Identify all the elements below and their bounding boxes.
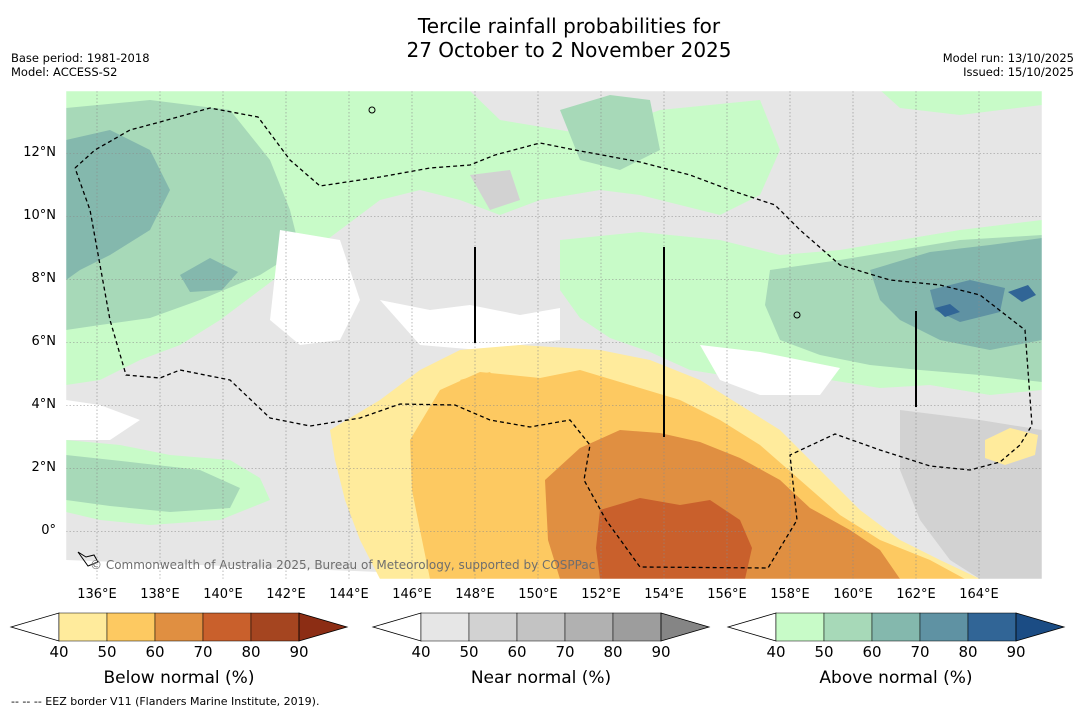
model-name: Model: ACCESS-S2 [11,65,118,79]
colorbar-tick: 60 [507,643,527,661]
colorbar-near-bin-5 [612,612,662,642]
colorbar-near-bin-3 [516,612,566,642]
lat-label: 12°N [23,145,56,160]
lat-label: 4°N [31,397,57,412]
colorbar-above [726,612,1066,642]
colorbar-title-near: Near normal (%) [470,668,612,688]
islands [77,106,801,567]
colorbar-tick: 70 [193,643,213,661]
colorbar-title-above: Above normal (%) [819,668,973,688]
colorbar-tick: 70 [555,643,575,661]
lon-label: 140°E [203,587,243,602]
colorbar-above-bin-4 [919,612,969,642]
no-dominant-category [66,230,840,579]
lon-label: 160°E [833,587,873,602]
below-normal-70-80 [596,498,752,579]
colorbar-below-bin-2 [106,612,156,642]
eez-footnote: -- -- -- EEZ border V11 (Flanders Marine… [11,695,320,708]
colorbar-near-bin-1 [420,612,470,642]
colorbar-tick: 60 [862,643,882,661]
colorbar-tick: 40 [49,643,69,661]
vertical-markers [474,247,917,437]
colorbar-above-bin-3 [871,612,921,642]
lon-label: 156°E [707,587,747,602]
copyright-notice: © Commonwealth of Australia 2025, Bureau… [90,558,596,572]
lon-label: 162°E [896,587,936,602]
colorbar-below-bin-1 [58,612,108,642]
meta-left: Base period: 1981-2018 Model: ACCESS-S2 [11,51,150,79]
issued-date: Issued: 15/10/2025 [963,65,1074,79]
lon-label: 154°E [644,587,684,602]
lon-label: 142°E [266,587,306,602]
colorbar-tick: 90 [289,643,309,661]
lon-label: 164°E [959,587,999,602]
lat-label: 6°N [31,334,57,349]
title-line-1: Tercile rainfall probabilities for [417,14,721,38]
colorbar-tick: 50 [97,643,117,661]
colorbar-tick: 90 [651,643,671,661]
eez-border [74,107,1033,569]
colorbar-above-bin-1 [775,612,825,642]
colorbar-above-min-arrow [726,612,777,642]
colorbar-near [371,612,711,642]
colorbar-tick: 90 [1006,643,1026,661]
colorbar-above-max-arrow [1015,612,1066,642]
lat-label: 10°N [23,208,56,223]
colorbar-tick: 70 [910,643,930,661]
lon-label: 146°E [392,587,432,602]
lon-label: 158°E [770,587,810,602]
map-title: Tercile rainfall probabilities for 27 Oc… [0,14,1085,62]
colorbar-below-bin-3 [154,612,204,642]
title-line-2: 27 October to 2 November 2025 [406,38,732,62]
colorbar-tick: 60 [145,643,165,661]
graticule [66,91,1042,579]
colorbar-near-min-arrow [371,612,422,642]
above-normal-80-90 [935,285,1036,317]
lon-label: 152°E [581,587,621,602]
colorbar-tick: 80 [958,643,978,661]
colorbar-below-bin-5 [250,612,300,642]
map-panel [66,91,1042,579]
base-period: Base period: 1981-2018 [11,51,150,65]
colorbar-tick: 40 [766,643,786,661]
colorbar-above-bin-5 [967,612,1017,642]
meta-right: Model run: 13/10/2025 Issued: 15/10/2025 [943,51,1074,79]
lon-label: 144°E [329,587,369,602]
colorbar-tick: 80 [603,643,623,661]
lon-label: 148°E [455,587,495,602]
colorbar-above-bin-2 [823,612,873,642]
colorbar-title-below: Below normal (%) [103,668,255,688]
colorbar-near-max-arrow [660,612,711,642]
colorbar-tick: 40 [411,643,431,661]
lat-label: 2°N [31,460,57,475]
colorbar-tick: 50 [814,643,834,661]
lon-label: 150°E [518,587,558,602]
colorbar-below-min-arrow [9,612,60,642]
colorbar-near-bin-2 [468,612,518,642]
model-run: Model run: 13/10/2025 [942,51,1074,65]
lat-label: 0° [41,523,56,538]
map-frame [65,90,1043,580]
colorbar-tick: 50 [459,643,479,661]
lon-label: 138°E [140,587,180,602]
colorbar-below-bin-4 [202,612,252,642]
colorbar-near-bin-4 [564,612,614,642]
lon-label: 136°E [77,587,117,602]
colorbar-below-max-arrow [298,612,349,642]
lat-label: 8°N [31,271,57,286]
colorbar-tick: 80 [241,643,261,661]
colorbar-below [9,612,349,642]
